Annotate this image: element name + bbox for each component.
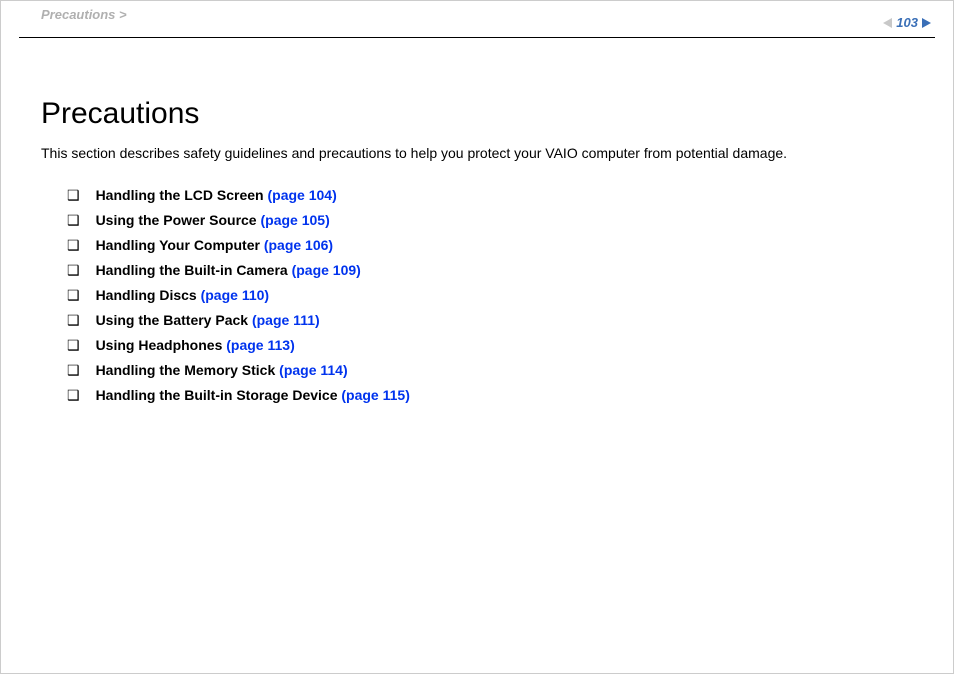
page-title: Precautions	[41, 97, 913, 131]
toc-page-link[interactable]: (page 109)	[292, 262, 361, 278]
bullet-icon: ❑	[67, 263, 80, 277]
toc-list: ❑ Handling the LCD Screen (page 104) ❑ Usin…	[41, 187, 913, 403]
toc-item-text: Handling Discs (page 110)	[96, 287, 270, 303]
next-page-arrow-icon[interactable]	[922, 18, 931, 28]
bullet-icon: ❑	[67, 363, 80, 377]
toc-page-link[interactable]: (page 105)	[261, 212, 330, 228]
toc-page-link[interactable]: (page 104)	[267, 187, 336, 203]
bullet-icon: ❑	[67, 213, 80, 227]
toc-item-text: Using Headphones (page 113)	[96, 337, 295, 353]
toc-item: ❑ Handling Your Computer (page 106)	[67, 237, 913, 253]
toc-item-label: Using Headphones	[96, 337, 227, 353]
bullet-icon: ❑	[67, 338, 80, 352]
toc-item-label: Handling Your Computer	[96, 237, 264, 253]
toc-item: ❑ Using the Battery Pack (page 111)	[67, 312, 913, 328]
prev-page-arrow-icon[interactable]	[883, 18, 892, 28]
toc-item-text: Handling the Built-in Storage Device (pa…	[96, 387, 410, 403]
intro-text: This section describes safety guidelines…	[41, 145, 913, 161]
toc-item-text: Using the Power Source (page 105)	[96, 212, 330, 228]
header-rule	[19, 37, 935, 38]
toc-item: ❑ Handling Discs (page 110)	[67, 287, 913, 303]
toc-page-link[interactable]: (page 114)	[279, 362, 347, 378]
bullet-icon: ❑	[67, 313, 80, 327]
toc-item-label: Handling the Memory Stick	[96, 362, 280, 378]
toc-page-link[interactable]: (page 115)	[341, 387, 409, 403]
toc-item-label: Using the Battery Pack	[96, 312, 252, 328]
bullet-icon: ❑	[67, 388, 80, 402]
page-header: Precautions > 103	[1, 1, 953, 41]
breadcrumb[interactable]: Precautions >	[41, 7, 127, 22]
toc-item-label: Handling the Built-in Storage Device	[96, 387, 342, 403]
toc-page-link[interactable]: (page 113)	[226, 337, 294, 353]
page-content: Precautions This section describes safet…	[1, 41, 953, 403]
toc-item-text: Using the Battery Pack (page 111)	[96, 312, 320, 328]
toc-page-link[interactable]: (page 106)	[264, 237, 333, 253]
toc-item-text: Handling Your Computer (page 106)	[96, 237, 334, 253]
toc-page-link[interactable]: (page 110)	[201, 287, 269, 303]
toc-item-label: Handling the Built-in Camera	[96, 262, 292, 278]
toc-item-text: Handling the LCD Screen (page 104)	[96, 187, 337, 203]
toc-item-label: Handling the LCD Screen	[96, 187, 268, 203]
toc-item: ❑ Handling the Memory Stick (page 114)	[67, 362, 913, 378]
toc-item: ❑ Using Headphones (page 113)	[67, 337, 913, 353]
bullet-icon: ❑	[67, 288, 80, 302]
toc-item-text: Handling the Memory Stick (page 114)	[96, 362, 348, 378]
toc-item-label: Handling Discs	[96, 287, 201, 303]
toc-item: ❑ Handling the LCD Screen (page 104)	[67, 187, 913, 203]
toc-item: ❑ Handling the Built-in Camera (page 109)	[67, 262, 913, 278]
bullet-icon: ❑	[67, 188, 80, 202]
bullet-icon: ❑	[67, 238, 80, 252]
toc-item-label: Using the Power Source	[96, 212, 261, 228]
toc-page-link[interactable]: (page 111)	[252, 312, 320, 328]
toc-item: ❑ Handling the Built-in Storage Device (p…	[67, 387, 913, 403]
page-number: 103	[896, 15, 918, 30]
toc-item-text: Handling the Built-in Camera (page 109)	[96, 262, 361, 278]
page-nav: 103	[883, 15, 931, 30]
toc-item: ❑ Using the Power Source (page 105)	[67, 212, 913, 228]
